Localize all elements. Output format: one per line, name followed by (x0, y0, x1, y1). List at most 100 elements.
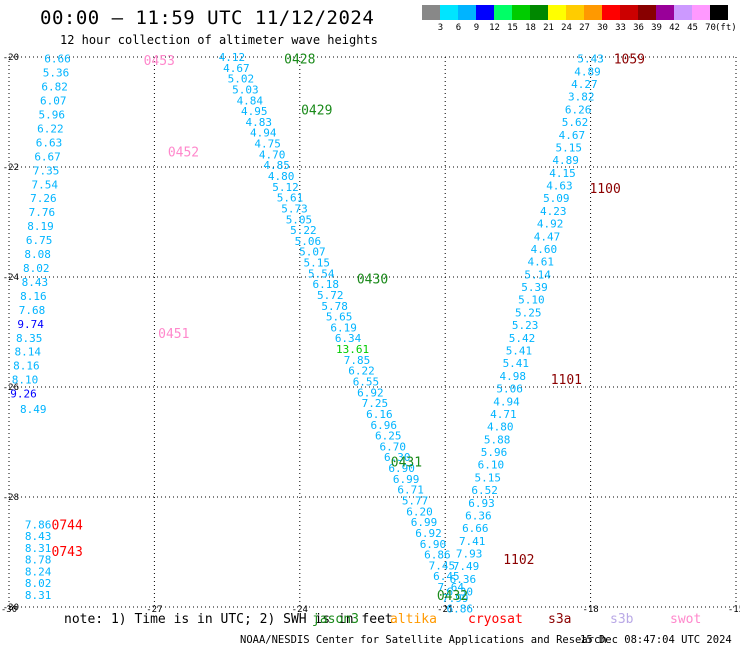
swh-value: 5.96 (39, 108, 66, 121)
swh-value: 6.75 (26, 234, 53, 247)
swh-value: 8.10 (12, 374, 39, 387)
pass-time-label: 0451 (158, 327, 189, 342)
swh-value: 7.85 (344, 354, 371, 367)
swh-value: 7.86 (25, 519, 52, 532)
swh-value: 6.63 (36, 136, 63, 149)
scale-swatch (530, 5, 548, 20)
swh-value: 5.43 (577, 53, 604, 66)
swh-value: 6.55 (353, 376, 380, 389)
swh-value: 8.16 (13, 360, 40, 373)
swh-value: 7.68 (19, 304, 46, 317)
swh-value: 5.06 (295, 235, 322, 248)
scale-swatch (656, 5, 674, 20)
x-tick-label: -21 (437, 605, 453, 615)
swh-value: 5.39 (521, 281, 548, 294)
footnote-bar: note: 1) Time is in UTC; 2) SWH is in fe… (0, 612, 740, 630)
scale-label: 45 (687, 23, 698, 33)
swh-value: 8.35 (16, 332, 43, 345)
swh-value: 6.30 (384, 451, 411, 464)
y-tick-label: -30 (3, 603, 19, 613)
swh-value: 4.67 (559, 129, 586, 142)
swh-value: 7.93 (456, 548, 483, 561)
swh-value: 5.41 (506, 345, 533, 358)
swh-value: 6.10 (478, 459, 505, 472)
pass-time-label: 1059 (614, 53, 645, 68)
swh-value: 8.19 (27, 220, 54, 233)
footnote-text: note: 1) Time is in UTC; 2) SWH is in fe… (64, 612, 393, 627)
swh-value: 6.66 (44, 53, 71, 66)
swh-value: 5.78 (321, 300, 348, 313)
swh-value: 6.36 (465, 509, 492, 522)
swh-value: 7.99 (442, 592, 469, 605)
scale-swatch (476, 5, 494, 20)
swh-value: 4.63 (546, 180, 573, 193)
scale-swatch (602, 5, 620, 20)
swh-value: 4.27 (571, 78, 598, 91)
pass-time-label: 0453 (144, 54, 175, 69)
scale-label: 30 (597, 23, 608, 33)
scale-swatch (494, 5, 512, 20)
swh-value: 4.23 (540, 205, 567, 218)
legend-cryosat: cryosat (468, 612, 523, 627)
swh-value: 8.49 (20, 403, 47, 416)
swh-value: 4.60 (531, 243, 558, 256)
swh-value: 6.30 (446, 586, 473, 599)
scale-swatch (566, 5, 584, 20)
scale-label: 70 (705, 23, 716, 33)
swh-value: 4.94 (250, 127, 277, 140)
swh-value: 6.86 (446, 603, 473, 616)
scale-swatch (422, 5, 440, 20)
scale-label: 15 (507, 23, 518, 33)
scale-swatch (638, 5, 656, 20)
swh-value: 6.18 (312, 278, 339, 291)
swh-value: 6.26 (565, 103, 592, 116)
swh-value: 4.47 (534, 230, 561, 243)
swh-value: 5.07 (299, 246, 326, 259)
scale-label: 18 (525, 23, 536, 33)
scale-swatch (674, 5, 692, 20)
swh-value: 4.89 (574, 65, 601, 78)
swh-value: 6.34 (335, 332, 362, 345)
scale-swatch (584, 5, 602, 20)
swh-value: 8.16 (20, 290, 47, 303)
swh-value: 6.19 (330, 321, 357, 334)
swh-value: 4.71 (490, 408, 517, 421)
swh-value: 7.54 (31, 178, 58, 191)
swh-value: 5.06 (496, 383, 523, 396)
page-subtitle: 12 hour collection of altimeter wave hei… (60, 33, 378, 47)
swh-value: 13.61 (336, 343, 369, 356)
pass-time-label: 1101 (551, 373, 582, 388)
swh-value: 5.62 (562, 116, 589, 129)
swh-value: 5.15 (475, 471, 502, 484)
swh-value: 5.73 (281, 202, 308, 215)
swh-value: 6.90 (388, 462, 415, 475)
scale-label: 9 (473, 23, 480, 33)
swh-value: 6.86 (424, 549, 451, 562)
scale-swatch (548, 5, 566, 20)
x-tick-label: -18 (582, 605, 598, 615)
swh-value: 5.23 (512, 319, 539, 332)
scale-unit: (ft) (715, 23, 737, 33)
swh-value: 3.82 (568, 91, 595, 104)
swh-value: 5.54 (308, 267, 335, 280)
legend-swot: swot (670, 612, 702, 627)
timestamp-text: 15 Dec 08:47:04 UTC 2024 (580, 634, 732, 646)
scale-label: 3 (437, 23, 444, 33)
swh-value: 6.67 (34, 150, 61, 163)
legend-s3b: s3b (610, 612, 634, 627)
swh-value: 6.20 (406, 505, 433, 518)
y-tick-label: -26 (3, 383, 19, 393)
scale-label: 27 (579, 23, 590, 33)
swh-value: 5.96 (481, 446, 508, 459)
swh-value: 4.12 (219, 51, 246, 64)
scale-swatch (620, 5, 638, 20)
x-tick-label: -24 (292, 605, 308, 615)
swh-value: 6.92 (415, 527, 442, 540)
pass-time-label: 0428 (284, 53, 315, 68)
swh-value: 5.02 (228, 73, 255, 86)
scale-label: 24 (561, 23, 572, 33)
swh-value: 5.77 (402, 494, 429, 507)
swh-value: 6.99 (393, 473, 420, 486)
